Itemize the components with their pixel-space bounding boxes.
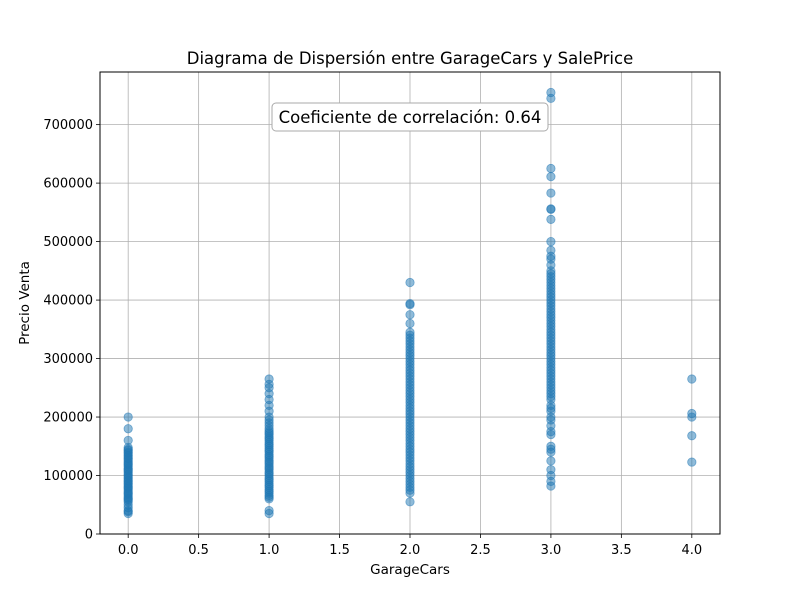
- data-point: [405, 497, 415, 507]
- x-tick-label: 0.5: [188, 543, 209, 558]
- y-tick-label: 100000: [43, 469, 93, 484]
- data-point: [546, 163, 556, 174]
- x-tick-label: 0.0: [118, 543, 139, 558]
- x-tick-label: 3.0: [541, 543, 562, 558]
- data-point: [264, 506, 274, 516]
- y-tick-label: 300000: [43, 352, 93, 367]
- data-point: [405, 327, 415, 337]
- data-point: [687, 408, 697, 419]
- data-point: [546, 441, 556, 451]
- x-tick-label: 4.0: [681, 543, 702, 558]
- y-tick-label: 500000: [43, 235, 93, 250]
- chart-title: Diagrama de Dispersión entre GarageCars …: [187, 49, 634, 68]
- y-tick-label: 0: [85, 528, 93, 543]
- data-point: [546, 236, 556, 247]
- data-point: [405, 298, 415, 309]
- y-tick-label: 700000: [43, 118, 93, 133]
- data-point: [123, 435, 133, 446]
- x-tick-label: 2.5: [470, 543, 491, 558]
- data-point: [546, 214, 556, 224]
- data-point: [687, 431, 697, 441]
- annotation-text: Coeficiente de correlación: 0.64: [279, 108, 542, 127]
- x-axis-label: GarageCars: [370, 562, 450, 578]
- data-point: [687, 374, 697, 384]
- data-point: [546, 87, 556, 98]
- data-point: [546, 172, 556, 182]
- y-tick-label: 200000: [43, 411, 93, 426]
- y-tick-label: 400000: [43, 294, 93, 309]
- x-tick-label: 2.0: [400, 543, 421, 558]
- data-point: [405, 277, 415, 288]
- data-point: [546, 465, 556, 475]
- data-point: [546, 245, 556, 255]
- correlation-annotation: Coeficiente de correlación: 0.64: [271, 102, 549, 132]
- y-axis-label: Precio Venta: [17, 261, 33, 345]
- data-point: [546, 456, 556, 466]
- data-point: [405, 310, 415, 320]
- data-point: [264, 374, 274, 384]
- data-point: [546, 188, 556, 198]
- data-point: [405, 318, 415, 329]
- annotation-box: [271, 102, 549, 132]
- y-tick-label: 600000: [43, 177, 93, 192]
- x-tick-label: 3.5: [611, 543, 632, 558]
- data-point: [123, 412, 133, 422]
- axis-ticks: 0.0 0.5 1.0 1.5 2.0 2.5 3.0 3.5 4.0 0 100000 200000…: [43, 118, 702, 558]
- x-tick-label: 1.5: [329, 543, 350, 558]
- data-point: [123, 424, 133, 434]
- data-point: [546, 204, 556, 214]
- data-point: [687, 457, 697, 467]
- data-points: [123, 87, 697, 519]
- x-tick-label: 1.0: [259, 543, 280, 558]
